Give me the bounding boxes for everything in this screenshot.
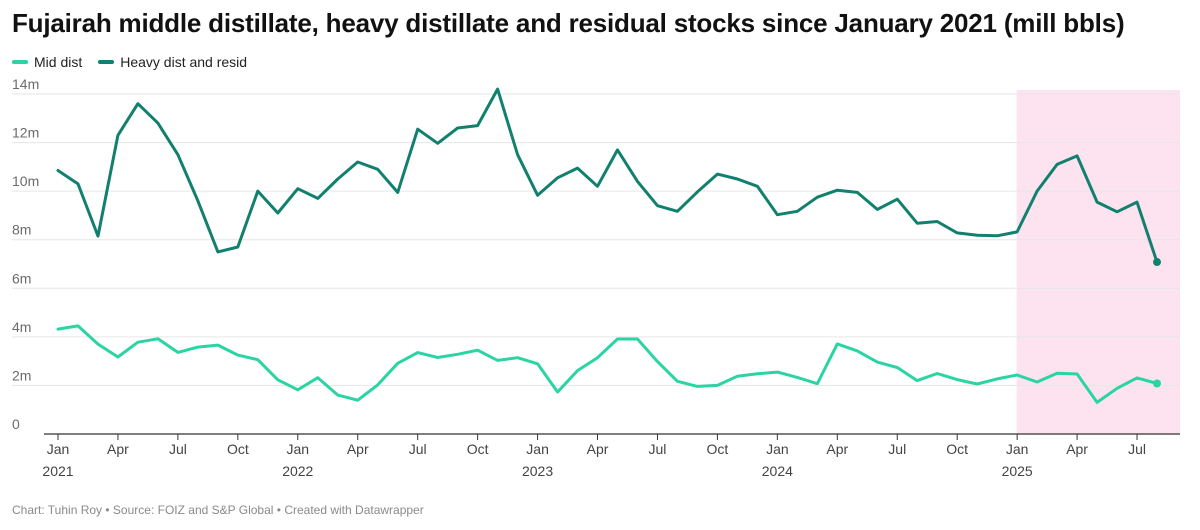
x-tick-label-month: Oct bbox=[946, 441, 968, 457]
series-layer bbox=[56, 87, 1162, 404]
x-tick-label-month: Apr bbox=[1066, 441, 1088, 457]
x-tick-label-year: 2022 bbox=[282, 463, 313, 479]
x-tick-label-month: Apr bbox=[107, 441, 129, 457]
series-endpoint-heavy bbox=[1153, 258, 1162, 267]
series-line-heavy bbox=[56, 87, 1159, 264]
grid-layer: 0 2m 4m 6m 8m 10m 12m 14m bbox=[12, 76, 1180, 432]
x-tick-label-month: Jul bbox=[649, 441, 667, 457]
highlight-band-2025 bbox=[1016, 90, 1180, 434]
chart-legend: Mid dist Heavy dist and resid bbox=[12, 54, 247, 70]
legend-label-mid: Mid dist bbox=[34, 54, 83, 70]
line-chart: 0 2m 4m 6m 8m 10m 12m 14m Jan 2021 Apr Jul Oct Jan 20… bbox=[12, 76, 1180, 479]
x-tick-label-month: Apr bbox=[826, 441, 848, 457]
x-tick-label-month: Jul bbox=[888, 441, 906, 457]
legend-item-heavy: Heavy dist and resid bbox=[98, 54, 247, 70]
series-line-mid bbox=[56, 324, 1159, 404]
x-tick-label-month: Jan bbox=[1006, 441, 1029, 457]
footer-source: Source: FOIZ and S&P Global bbox=[112, 503, 274, 517]
chart-footer: Chart: Tuhin Roy • Source: FOIZ and S&P … bbox=[12, 503, 424, 517]
x-tick-label-month: Jul bbox=[1128, 441, 1146, 457]
footer-credit: Chart: Tuhin Roy bbox=[12, 503, 103, 517]
footer-separator: • bbox=[273, 503, 285, 517]
x-tick-label-month: Jul bbox=[409, 441, 427, 457]
x-tick-label-year: 2021 bbox=[42, 463, 73, 479]
footer-tool: Created with Datawrapper bbox=[284, 503, 424, 517]
x-tick-label-month: Jan bbox=[526, 441, 549, 457]
y-tick-label: 4m bbox=[12, 319, 31, 335]
x-tick-label-month: Apr bbox=[587, 441, 609, 457]
x-tick-label-year: 2023 bbox=[522, 463, 553, 479]
x-tick-label-month: Jan bbox=[286, 441, 309, 457]
y-tick-label: 2m bbox=[12, 367, 31, 383]
x-tick-label-month: Oct bbox=[467, 441, 489, 457]
x-tick-label-month: Oct bbox=[707, 441, 729, 457]
y-tick-label: 10m bbox=[12, 173, 39, 189]
x-tick-label-month: Oct bbox=[227, 441, 249, 457]
legend-item-mid: Mid dist bbox=[12, 54, 82, 70]
legend-swatch-mid bbox=[12, 60, 28, 64]
y-tick-label: 14m bbox=[12, 76, 39, 92]
x-axis: Jan 2021 Apr Jul Oct Jan 2022 Apr Jul Oct Jan 2023 A… bbox=[42, 433, 1180, 479]
x-tick-label-month: Jan bbox=[766, 441, 789, 457]
chart-title: Fujairah middle distillate, heavy distil… bbox=[12, 8, 1125, 38]
x-tick-label-month: Jan bbox=[47, 441, 70, 457]
x-tick-label-month: Jul bbox=[169, 441, 187, 457]
x-tick-label-year: 2025 bbox=[1002, 463, 1033, 479]
y-tick-label: 0 bbox=[12, 416, 20, 432]
footer-separator: • bbox=[102, 503, 113, 517]
x-tick-label-month: Apr bbox=[347, 441, 369, 457]
y-tick-label: 8m bbox=[12, 222, 31, 238]
highlight-layer bbox=[1016, 90, 1180, 434]
legend-label-heavy: Heavy dist and resid bbox=[120, 54, 248, 70]
y-tick-label: 6m bbox=[12, 270, 31, 286]
legend-swatch-heavy bbox=[98, 60, 115, 64]
series-endpoint-mid bbox=[1153, 379, 1162, 388]
y-tick-label: 12m bbox=[12, 125, 39, 141]
x-tick-label-year: 2024 bbox=[762, 463, 793, 479]
